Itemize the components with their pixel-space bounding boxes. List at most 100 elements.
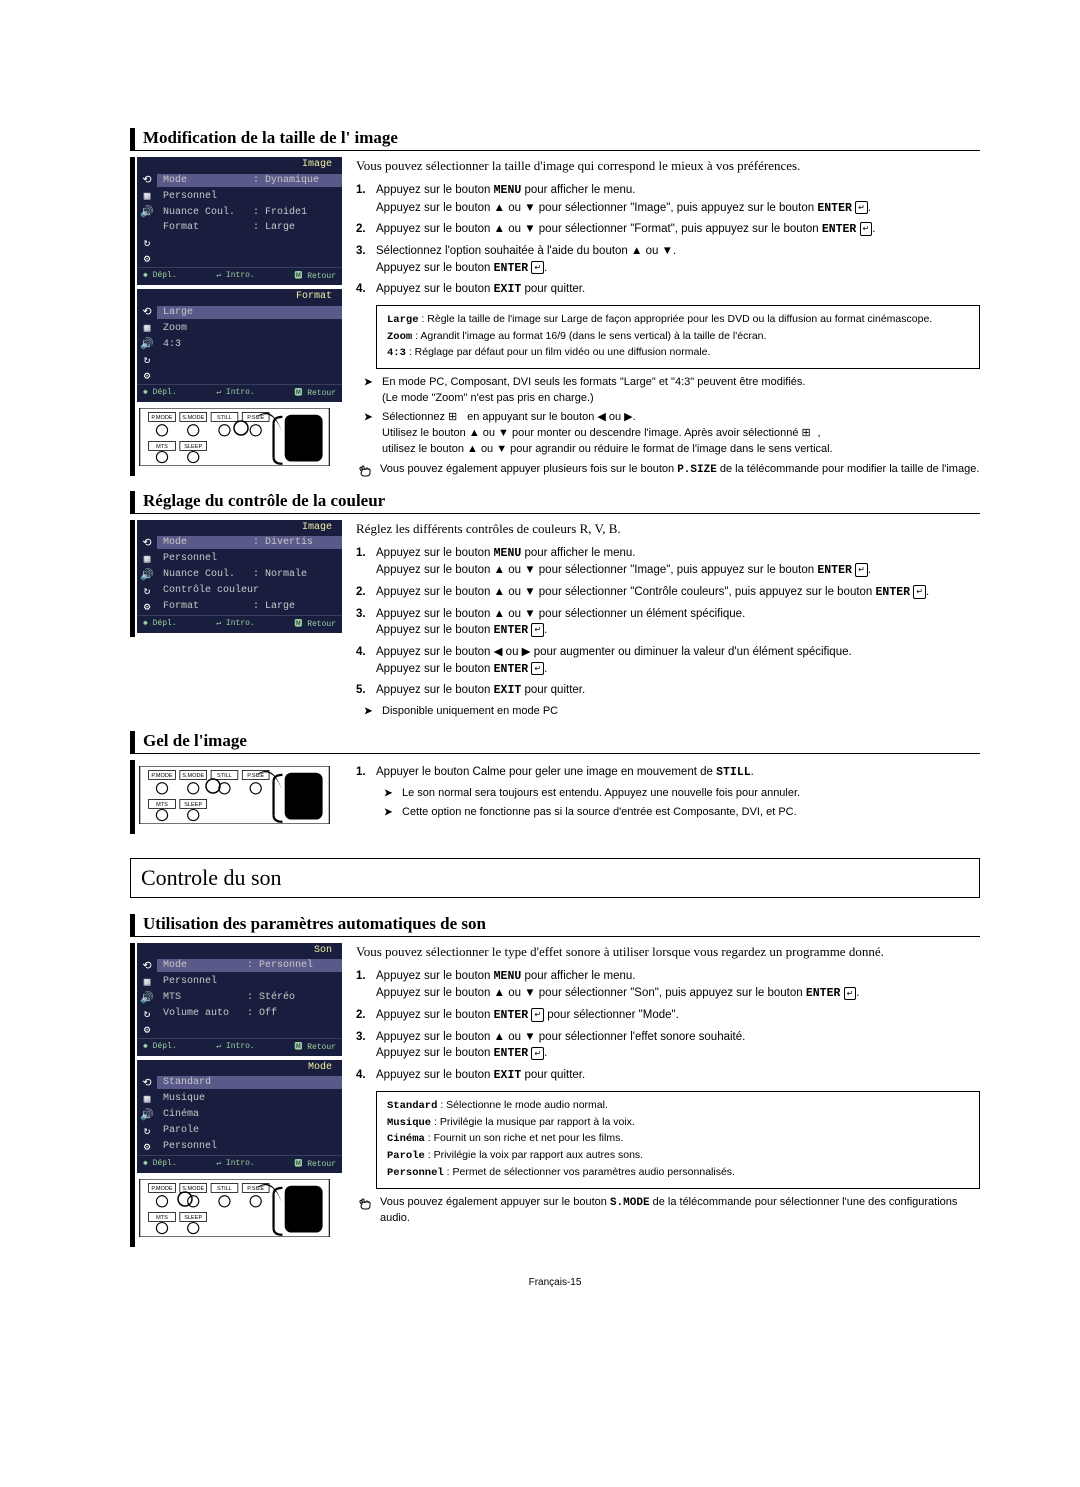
label: Musique [387, 1117, 431, 1129]
osd-footer: ↵ Intro. [216, 387, 254, 398]
label: Cinéma [387, 1133, 425, 1145]
tip: Vous pouvez également appuyer plusieurs … [380, 462, 980, 479]
osd-title: Image [137, 157, 342, 172]
label: Parole [387, 1150, 425, 1162]
osd-title: Mode [137, 1060, 342, 1075]
arrow-icon [384, 805, 402, 821]
hand-icon [358, 462, 380, 479]
left-col-sound: Son ⟲Mode : Personnel ▦Personnel 🔊MTS : … [130, 943, 342, 1247]
osd-row: Mode : Divertis [157, 536, 342, 549]
osd-color: Image ⟲Mode : Divertis ▦Personnel 🔊Nuanc… [137, 520, 342, 633]
section-title-freeze: Gel de l'image [130, 731, 980, 754]
desc: : Permet de sélectionner vos paramètres … [447, 1166, 735, 1178]
major-heading-sound: Controle du son [130, 858, 980, 898]
osd-title: Format [137, 289, 342, 304]
osd-image: Image ⟲Mode : Dynamique ▦Personnel 🔊Nuan… [137, 157, 342, 285]
osd-title: Son [137, 943, 342, 958]
step: Appuyez sur le bouton MENU pour afficher… [376, 968, 980, 1003]
intro-color: Réglez les différents contrôles de coule… [356, 520, 980, 539]
osd-row [157, 1029, 342, 1031]
desc: : Privilégie la musique par rapport à la… [434, 1116, 635, 1128]
step: Appuyez sur le bouton EXIT pour quitter. [376, 682, 980, 700]
arrow-icon [364, 704, 382, 720]
osd-row: Volume auto : Off [157, 1007, 342, 1020]
osd-title: Image [137, 520, 342, 535]
osd-format: Format ⟲Large ▦Zoom 🔊4:3 ↻ ⚙ ◆ Dépl.↵ In… [137, 289, 342, 402]
osd-row [157, 375, 342, 377]
step: Appuyez sur le bouton MENU pour afficher… [376, 545, 980, 580]
osd-row: MTS : Stéréo [157, 991, 342, 1004]
osd-footer: ◆ Dépl. [143, 1041, 177, 1052]
osd-row: 4:3 [157, 338, 342, 351]
desc: : Règle la taille de l'image sur Large d… [421, 313, 932, 325]
infobox-sound: Standard : Sélectionne le mode audio nor… [376, 1091, 980, 1189]
tip: Vous pouvez également appuyer sur le bou… [380, 1195, 980, 1228]
infobox-format: Large : Règle la taille de l'image sur L… [376, 305, 980, 369]
step: Appuyez sur le bouton EXIT pour quitter. [376, 281, 980, 299]
label: Personnel [387, 1167, 444, 1179]
note: Le son normal sera toujours est entendu.… [402, 786, 980, 802]
desc: : Réglage par défaut pour un film vidéo … [409, 346, 711, 358]
osd-row: Parole [157, 1124, 342, 1137]
osd-footer: ◆ Dépl. [143, 618, 177, 629]
osd-footer: ◆ Dépl. [143, 270, 177, 281]
arrow-icon [384, 786, 402, 802]
note: Sélectionnez ⊞ en appuyant sur le bouton… [382, 410, 980, 458]
arrow-icon [364, 410, 382, 458]
step: Appuyez sur le bouton ENTER ↵ pour sélec… [376, 1007, 980, 1025]
left-col-image-size: Image ⟲Mode : Dynamique ▦Personnel 🔊Nuan… [130, 157, 342, 476]
page-number: Français-15 [130, 1277, 980, 1288]
osd-row: Personnel [157, 190, 342, 203]
label: Zoom [387, 331, 412, 343]
note: En mode PC, Composant, DVI seuls les for… [382, 375, 980, 407]
osd-footer: ◆ Dépl. [143, 387, 177, 398]
osd-row: Nuance Coul. : Froide1 [157, 206, 342, 219]
osd-row [157, 359, 342, 361]
osd-footer: 🅼 Retour [294, 618, 336, 629]
osd-row: Nuance Coul. : Normale [157, 568, 342, 581]
step: Appuyez sur le bouton EXIT pour quitter. [376, 1067, 980, 1085]
label: 4:3 [387, 347, 406, 359]
hand-icon [358, 1195, 380, 1228]
desc: : Sélectionne le mode audio normal. [440, 1099, 608, 1111]
osd-footer: ↵ Intro. [216, 1158, 254, 1169]
osd-row: Musique [157, 1092, 342, 1105]
note: Cette option ne fonctionne pas si la sou… [402, 805, 980, 821]
label: Large [387, 314, 419, 326]
osd-row: Mode : Personnel [157, 959, 342, 972]
osd-row: Personnel [157, 1140, 342, 1153]
desc: : Privilégie la voix par rapport aux aut… [428, 1149, 643, 1161]
step: Appuyez sur le bouton ▲ ou ▼ pour sélect… [376, 606, 980, 640]
step: Appuyez sur le bouton ▲ ou ▼ pour sélect… [376, 1029, 980, 1063]
section-title-color-control: Réglage du contrôle de la couleur [130, 491, 980, 514]
desc: : Agrandit l'image au format 16/9 (dans … [415, 330, 766, 342]
osd-footer: ◆ Dépl. [143, 1158, 177, 1169]
osd-footer: 🅼 Retour [294, 1041, 336, 1052]
osd-footer: ↵ Intro. [216, 1041, 254, 1052]
section-title-auto-sound: Utilisation des paramètres automatiques … [130, 914, 980, 937]
osd-footer: 🅼 Retour [294, 387, 336, 398]
osd-row: Format : Large [157, 221, 342, 234]
arrow-icon [364, 375, 382, 407]
step: Appuyez sur le bouton ◀ ou ▶ pour augmen… [376, 644, 980, 678]
remote-psize [137, 408, 342, 466]
osd-sound: Son ⟲Mode : Personnel ▦Personnel 🔊MTS : … [137, 943, 342, 1056]
osd-row: Contrôle couleur [157, 584, 342, 597]
step: Appuyer le bouton Calme pour geler une i… [376, 764, 980, 782]
desc: : Fournit un son riche et net pour les f… [428, 1132, 624, 1144]
osd-row: Cinéma [157, 1108, 342, 1121]
intro-sound: Vous pouvez sélectionner le type d'effet… [356, 943, 980, 962]
step: Appuyez sur le bouton ▲ ou ▼ pour sélect… [376, 584, 980, 602]
osd-row: Format : Large [157, 600, 342, 613]
note: Disponible uniquement en mode PC [382, 704, 980, 720]
remote-smode [137, 1179, 342, 1237]
step: Appuyez sur le bouton ▲ ou ▼ pour sélect… [376, 221, 980, 239]
step: Sélectionnez l'option souhaitée à l'aide… [376, 243, 980, 277]
left-col-color: Image ⟲Mode : Divertis ▦Personnel 🔊Nuanc… [130, 520, 342, 637]
osd-footer: 🅼 Retour [294, 1158, 336, 1169]
left-col-freeze [130, 760, 342, 834]
osd-sound-mode: Mode ⟲Standard ▦Musique 🔊Cinéma ↻Parole … [137, 1060, 342, 1173]
section-title-image-size: Modification de la taille de l' image [130, 128, 980, 151]
osd-row: Standard [157, 1076, 342, 1089]
osd-row [157, 242, 342, 244]
